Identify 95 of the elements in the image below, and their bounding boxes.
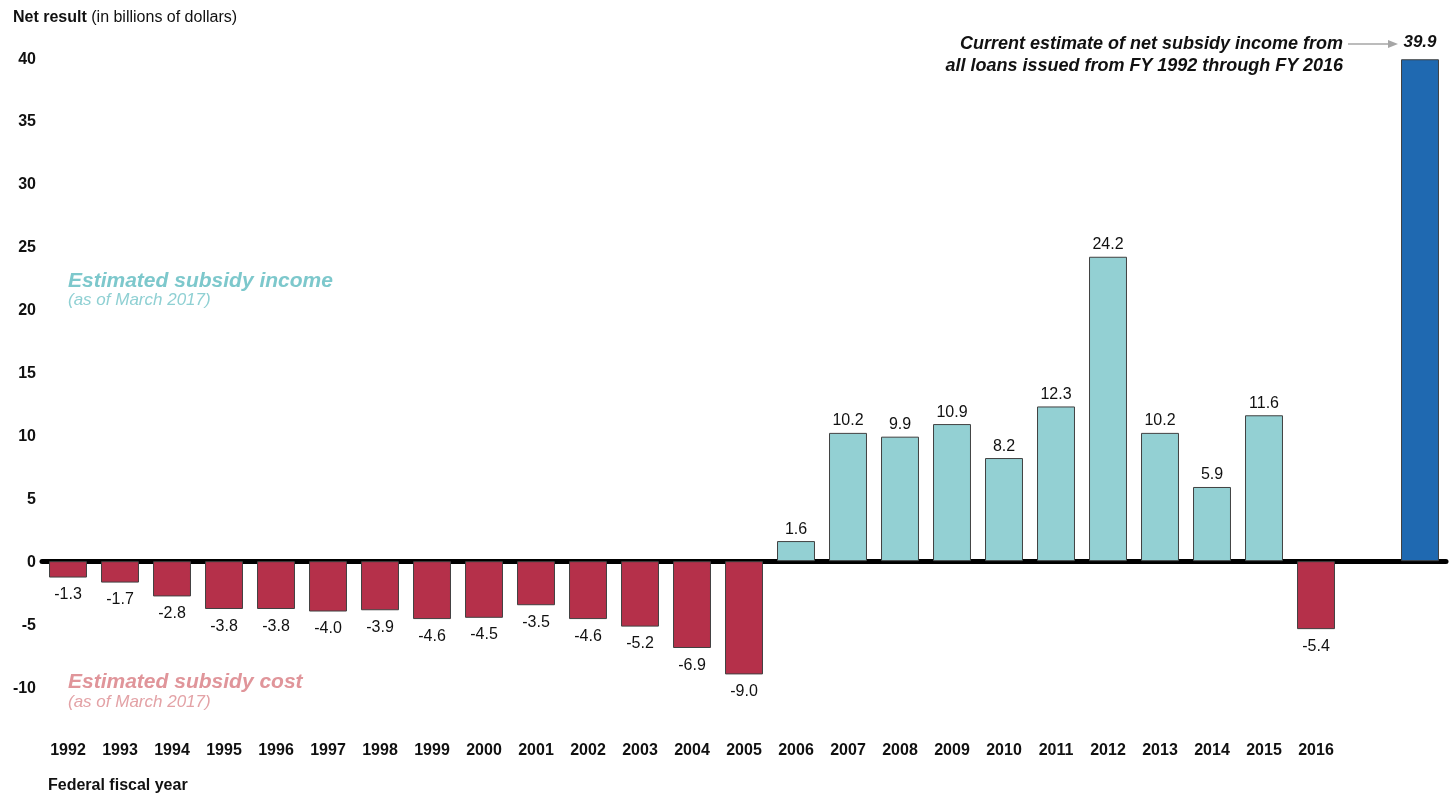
data-label: -4.6	[574, 626, 602, 644]
data-label: 10.2	[1144, 411, 1176, 429]
x-tick-label: 1999	[414, 740, 450, 758]
x-tick-label: 2004	[674, 740, 710, 758]
y-tick-label: 25	[18, 238, 37, 256]
data-label: 5.9	[1200, 465, 1224, 483]
bar	[309, 561, 347, 612]
x-tick-label: 2001	[518, 740, 554, 758]
bar	[829, 432, 867, 562]
x-tick-label: 2003	[622, 740, 658, 758]
x-tick-label: 2000	[466, 740, 502, 758]
x-tick-label: 2008	[882, 740, 918, 758]
bar	[465, 561, 503, 618]
data-label: -4.0	[314, 619, 342, 637]
bar	[257, 561, 295, 609]
x-tick-label: 2012	[1090, 740, 1126, 758]
data-label: -4.6	[418, 626, 446, 644]
x-tick-label: 2013	[1142, 740, 1178, 758]
x-axis-title: Federal fiscal year	[48, 776, 188, 794]
x-tick-label: 2014	[1194, 740, 1230, 758]
bar	[1037, 406, 1075, 562]
x-tick-label: 1998	[362, 740, 398, 758]
bar	[985, 458, 1023, 562]
data-label: -5.2	[626, 634, 654, 652]
data-label: -3.8	[262, 616, 290, 634]
data-label: 12.3	[1040, 384, 1072, 402]
x-tick-label: 2006	[778, 740, 814, 758]
data-label: -2.8	[158, 603, 186, 621]
bar	[517, 561, 555, 606]
bar	[1089, 256, 1127, 562]
data-label: 24.2	[1092, 235, 1124, 253]
x-tick-label: 1993	[102, 740, 138, 758]
data-label: -5.4	[1302, 636, 1330, 654]
bar	[1245, 415, 1283, 562]
annotation: Estimated subsidy income	[68, 268, 333, 292]
data-label: 9.9	[888, 415, 912, 433]
y-tick-label: -5	[21, 615, 37, 633]
annotation: (as of March 2017)	[68, 290, 211, 310]
y-tick-label: 40	[18, 49, 37, 67]
y-tick-label: 10	[18, 426, 37, 444]
bar	[205, 561, 243, 609]
data-label: 8.2	[992, 436, 1016, 454]
data-label: -6.9	[678, 655, 706, 673]
annotation: Estimated subsidy cost	[68, 669, 303, 693]
x-tick-label: 2007	[830, 740, 866, 758]
x-tick-label: 2002	[570, 740, 606, 758]
bar	[725, 561, 763, 675]
y-axis-title: Net result (in billions of dollars)	[13, 8, 238, 26]
bar	[153, 561, 191, 597]
bar	[1297, 561, 1335, 630]
bar	[933, 424, 971, 562]
data-label: -3.9	[366, 617, 394, 635]
x-tick-label: 1996	[258, 740, 294, 758]
y-tick-label: 0	[27, 552, 37, 570]
bar	[1193, 486, 1231, 562]
bar	[621, 561, 659, 627]
bar	[361, 561, 399, 611]
bar	[101, 561, 139, 583]
x-tick-label: 1994	[154, 740, 190, 758]
data-label: 10.9	[936, 402, 968, 420]
y-tick-label: -10	[12, 678, 37, 696]
bar	[413, 561, 451, 620]
text: (as of March 2017)	[68, 692, 211, 712]
x-tick-label: 2011	[1038, 740, 1074, 758]
data-label: 10.2	[832, 411, 864, 429]
data-label: 39.9	[1403, 32, 1438, 52]
bar	[49, 561, 87, 578]
y-tick-label: 30	[18, 175, 37, 193]
data-label: -1.7	[106, 590, 134, 608]
y-tick-label: 35	[18, 112, 37, 130]
bar	[569, 561, 607, 620]
bar	[673, 561, 711, 648]
x-tick-label: 2015	[1246, 740, 1282, 758]
data-label: 11.6	[1249, 393, 1280, 411]
x-tick-label: 1995	[206, 740, 242, 758]
x-tick-label: 2010	[986, 740, 1022, 758]
annotation: Current estimate of net subsidy income from all loans issued from FY 1992 through FY 2016	[944, 32, 1343, 76]
data-label: -1.3	[54, 585, 82, 603]
y-tick-label: 15	[18, 364, 37, 381]
x-tick-label: 2009	[934, 740, 970, 758]
data-label: -3.5	[522, 612, 550, 630]
x-tick-label: 1997	[310, 740, 346, 758]
bar	[1401, 59, 1439, 562]
x-tick-label: 1992	[50, 740, 86, 758]
data-label: -9.0	[730, 681, 758, 699]
data-label: -3.8	[210, 616, 238, 634]
bar	[881, 436, 919, 562]
bar	[1141, 432, 1179, 562]
x-tick-label: 2005	[726, 740, 762, 758]
y-tick-label: 5	[27, 489, 37, 507]
x-tick-label: 2016	[1298, 740, 1334, 758]
bar	[777, 541, 815, 562]
data-label: -4.5	[470, 625, 498, 643]
data-label: 1.6	[784, 519, 808, 537]
y-tick-label: 20	[18, 301, 37, 319]
